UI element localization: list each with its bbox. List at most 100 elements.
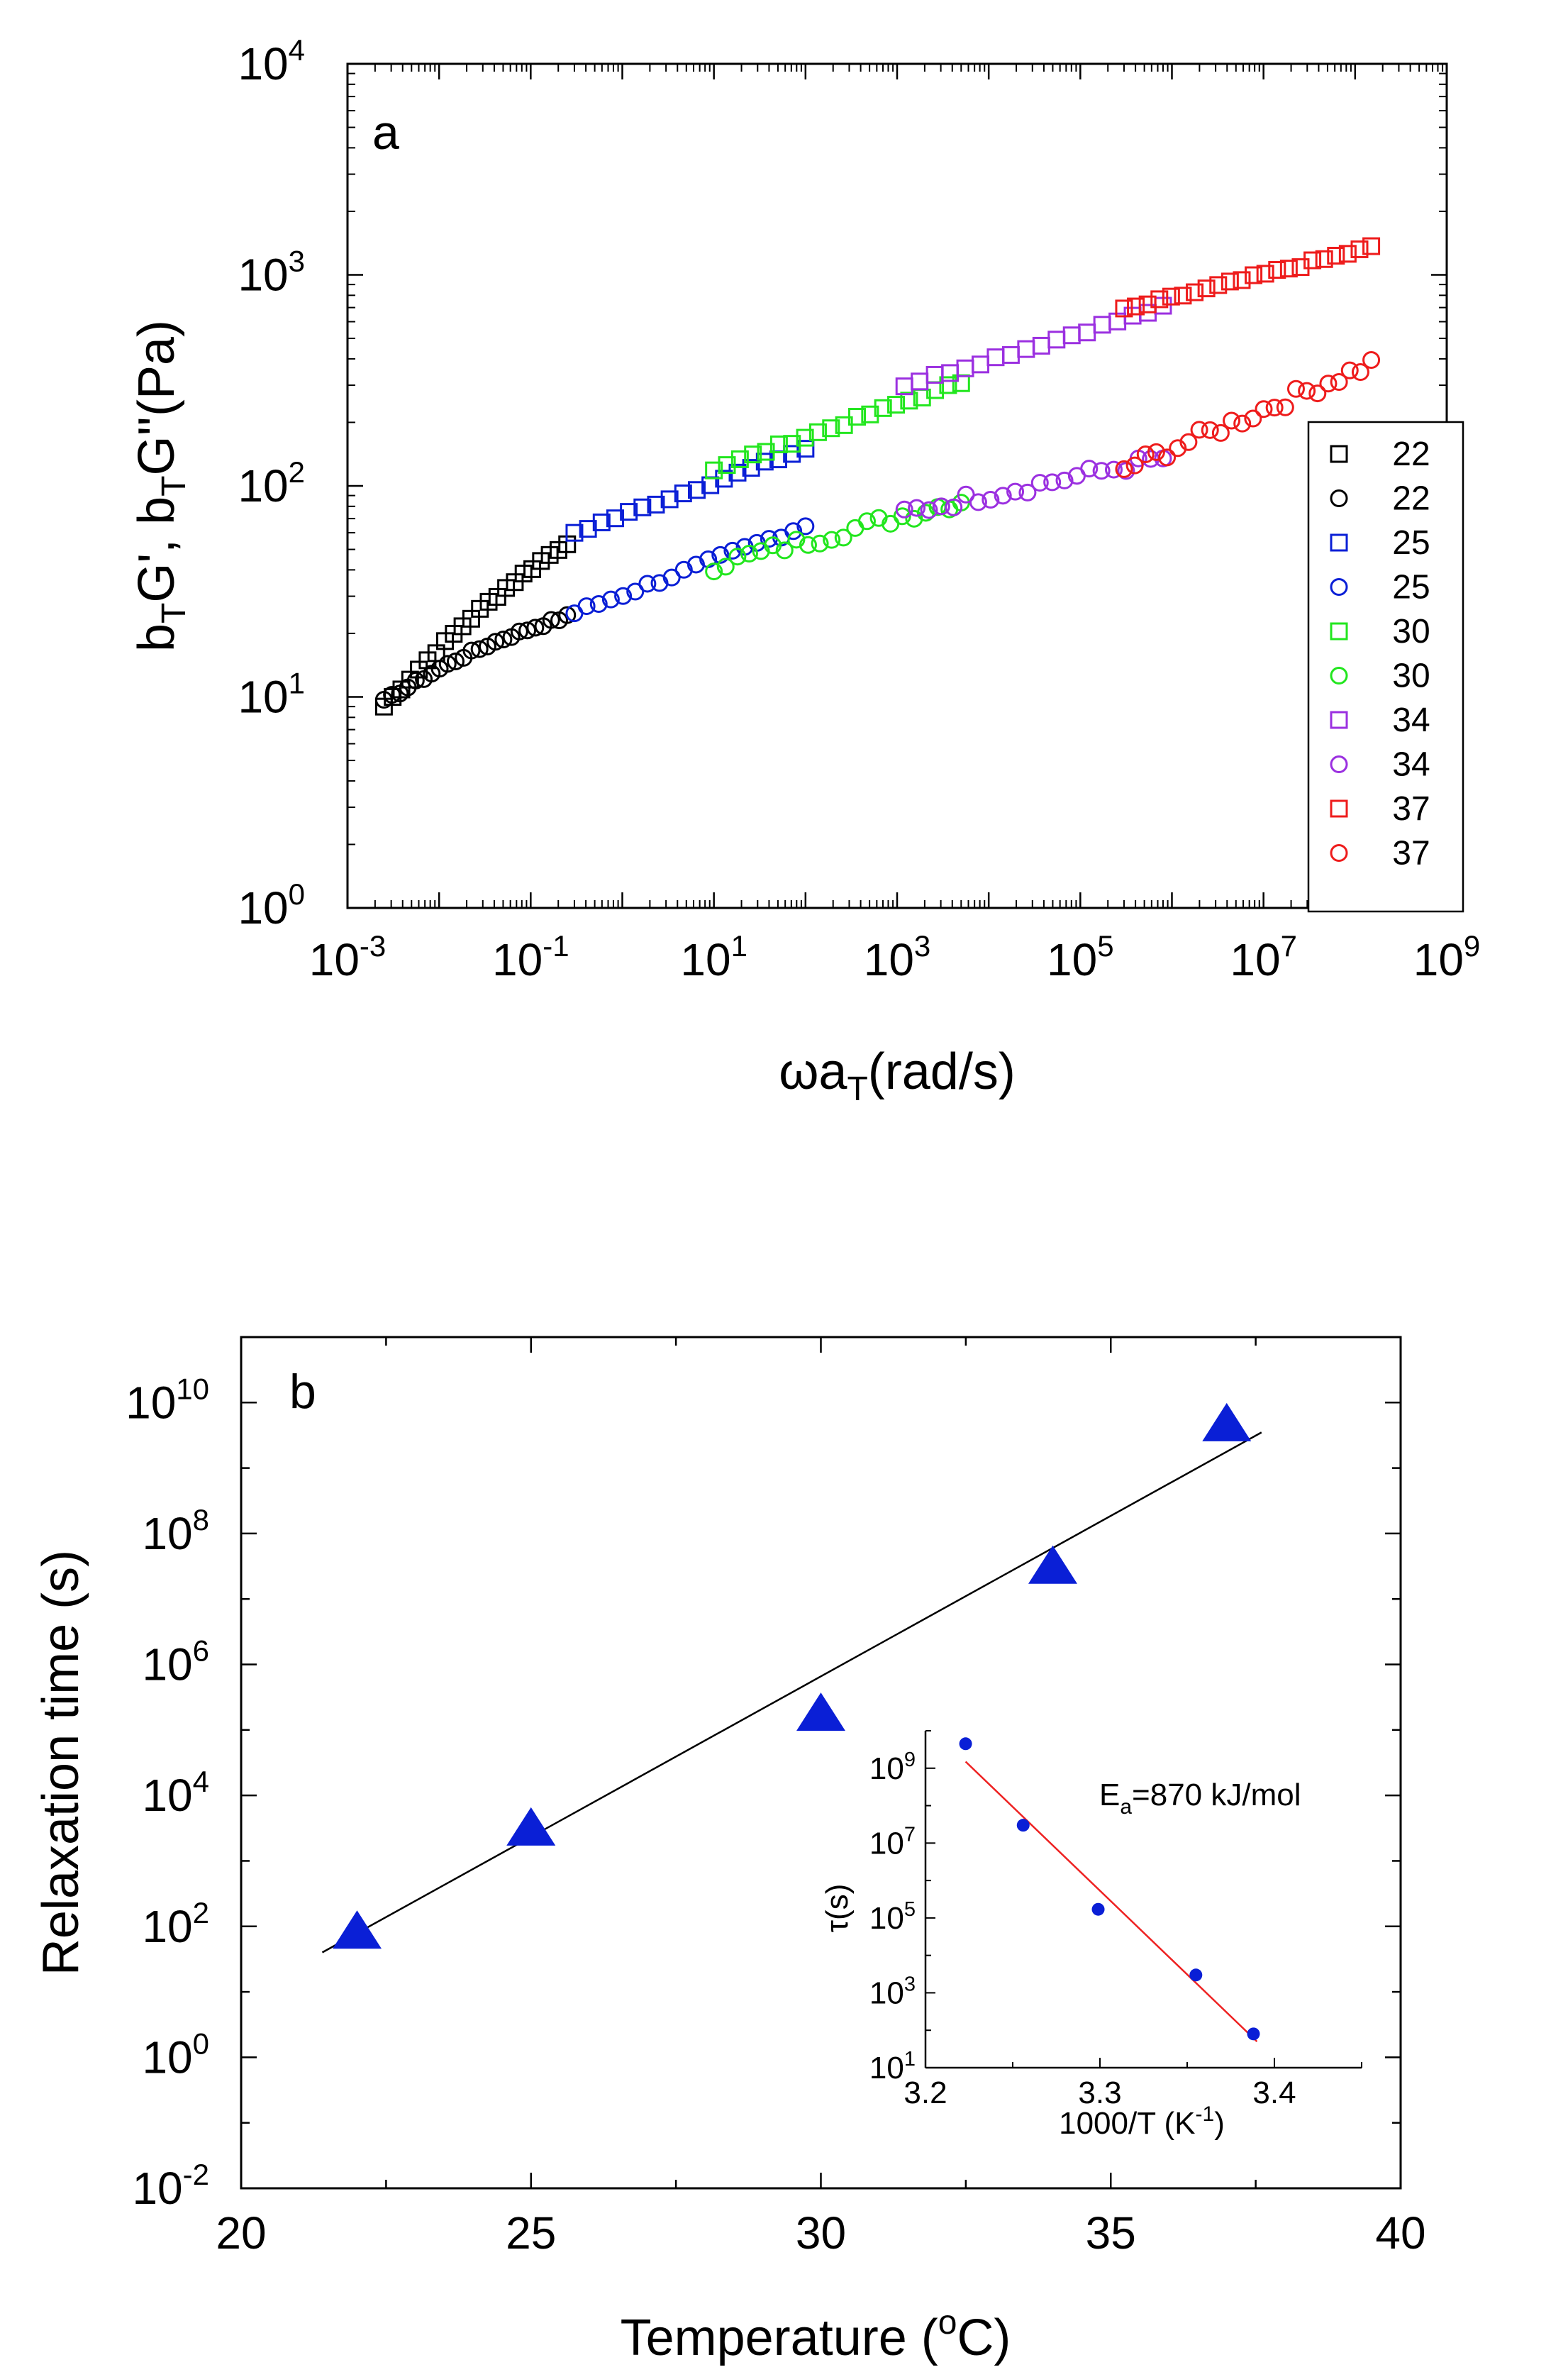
data-point	[1303, 251, 1322, 270]
panel-b-plot-frame	[240, 1336, 1402, 2190]
data-point	[638, 575, 657, 593]
legend-label: 34	[1392, 702, 1430, 739]
y-tick-label: 100	[142, 2027, 209, 2083]
data-point	[769, 435, 788, 453]
inset-y-axis-label: τ(s)	[820, 1884, 855, 1933]
data-point	[784, 522, 803, 541]
data-point	[1117, 462, 1135, 480]
data-point	[900, 392, 918, 410]
panel-a-x-tick-labels: 10-3 10-1 101 103 105 107 109	[309, 929, 1481, 985]
data-point	[1338, 245, 1357, 263]
inset-y-tick-labels: 101 103 105 107 109	[869, 1748, 916, 2085]
x-tick-label: 40	[1375, 2207, 1425, 2259]
panel-b-label: b	[289, 1365, 316, 1419]
inset-x-axis-label: 1000/T (K-1)	[1059, 2102, 1225, 2141]
panel-a-y-axis-label: bTG', bTG''(Pa)	[128, 320, 193, 652]
legend-marker	[1330, 445, 1348, 463]
series-22-circle	[374, 606, 577, 709]
triangle-point	[506, 1807, 556, 1846]
legend-label: 34	[1392, 746, 1430, 784]
data-point	[446, 652, 465, 670]
x-tick-label: 107	[1230, 929, 1297, 985]
data-point	[783, 435, 801, 453]
panel-b-x-axis-label: Temperature (oC)	[621, 2304, 1011, 2366]
data-point	[518, 621, 537, 640]
data-point	[1362, 237, 1381, 255]
data-point	[723, 541, 742, 560]
data-point	[1268, 261, 1286, 279]
series-30-circle	[705, 494, 970, 581]
y-tick-label: 106	[142, 1634, 209, 1690]
inset-x-tick-label: 3.2	[903, 2076, 947, 2110]
legend-marker	[1330, 755, 1348, 773]
data-point	[601, 590, 620, 609]
triangle-point	[796, 1692, 845, 1731]
data-point	[1255, 400, 1273, 419]
data-point	[1286, 379, 1305, 398]
y-tick-label: 102	[238, 455, 305, 511]
data-point	[565, 523, 584, 542]
data-point	[589, 595, 608, 614]
data-point	[847, 408, 866, 426]
inset-y-tick-label: 107	[869, 1823, 916, 1861]
data-point	[1125, 456, 1144, 475]
panel-b-x-tick-labels: 20 25 30 35 40	[216, 2207, 1425, 2259]
x-tick-label: 25	[506, 2207, 556, 2259]
panel-b-chart: 20 25 30 35 40 10-2 100 102 104 106 108 1010 b Tem…	[33, 1336, 1426, 2366]
data-point	[462, 641, 481, 660]
data-point	[1233, 271, 1251, 289]
data-point	[1221, 272, 1239, 291]
data-point	[1350, 240, 1369, 258]
data-point	[1055, 471, 1074, 489]
data-point	[1256, 265, 1274, 283]
data-point	[579, 520, 597, 538]
data-point	[887, 396, 906, 414]
data-point	[799, 536, 817, 554]
data-point	[626, 582, 645, 601]
data-point	[811, 534, 829, 553]
inset-point	[1189, 1968, 1203, 1982]
legend-marker	[1330, 667, 1348, 685]
inset-fit-line	[964, 1761, 1258, 2043]
y-tick-label: 108	[142, 1503, 209, 1559]
data-point	[1362, 351, 1381, 370]
data-point	[687, 481, 706, 499]
legend-marker	[1330, 533, 1348, 552]
legend-marker	[1330, 489, 1348, 507]
data-point	[1092, 462, 1111, 480]
data-point	[740, 545, 758, 563]
data-point	[1043, 473, 1062, 492]
data-point	[1327, 246, 1345, 265]
data-point	[796, 440, 815, 458]
data-point	[969, 493, 987, 511]
x-tick-label: 101	[680, 929, 747, 985]
legend-label: 37	[1392, 835, 1430, 872]
data-point	[730, 450, 749, 468]
inset-points	[959, 1737, 1260, 2041]
inset-x-tick-labels: 3.2 3.3 3.4	[903, 2076, 1296, 2110]
x-tick-label: 35	[1086, 2207, 1136, 2259]
data-point	[1127, 297, 1145, 316]
legend-label: 22	[1392, 480, 1430, 518]
data-point	[895, 500, 913, 519]
data-point	[783, 445, 801, 463]
x-tick-label: 20	[216, 2207, 266, 2259]
data-point	[1319, 375, 1338, 393]
data-point	[1138, 295, 1157, 314]
panel-a-label: a	[372, 106, 399, 160]
panel-b-fit-line	[321, 1431, 1262, 1953]
y-tick-label: 103	[238, 245, 305, 301]
data-point	[861, 405, 879, 423]
data-point	[982, 491, 1000, 509]
data-point	[1136, 445, 1155, 464]
data-point	[1308, 384, 1327, 403]
data-point	[728, 548, 747, 566]
y-tick-label: 104	[238, 33, 305, 89]
panel-b-points	[333, 1402, 1252, 1949]
data-point	[822, 419, 840, 438]
data-point	[711, 545, 730, 564]
legend-label: 22	[1392, 436, 1430, 473]
legend-label: 30	[1392, 658, 1430, 695]
